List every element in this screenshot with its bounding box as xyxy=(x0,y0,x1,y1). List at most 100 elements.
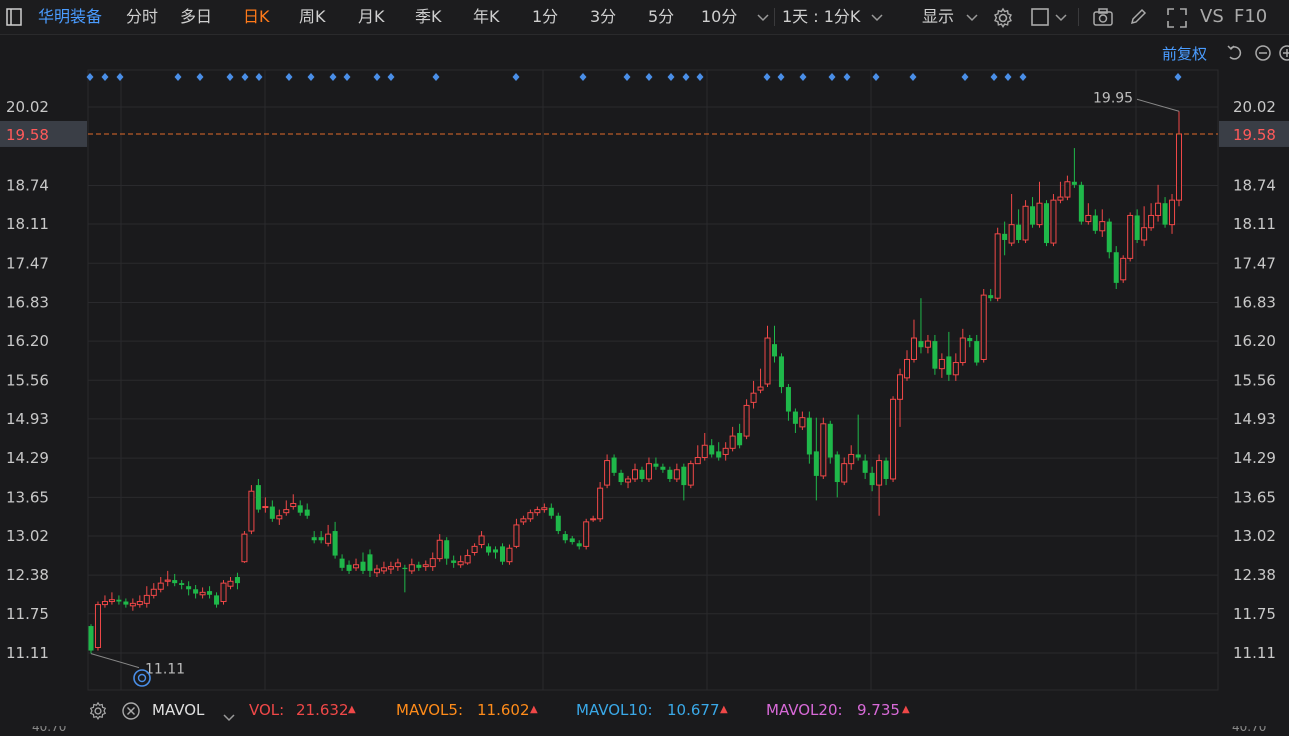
stock-name[interactable]: 华明装备 xyxy=(38,7,103,26)
candle xyxy=(367,549,373,578)
tab-quarterly-k[interactable]: 季K xyxy=(415,7,442,26)
event-marker[interactable] xyxy=(226,73,234,81)
candle xyxy=(1169,194,1176,234)
candle xyxy=(380,561,387,574)
undo-icon[interactable] xyxy=(1226,44,1244,62)
event-marker[interactable] xyxy=(696,73,704,81)
zoom-in-icon[interactable] xyxy=(1278,44,1289,62)
vol-trend-icon: ▲ xyxy=(348,704,356,715)
event-marker[interactable] xyxy=(843,73,851,81)
settings-icon[interactable] xyxy=(88,700,108,721)
event-marker[interactable] xyxy=(777,73,785,81)
gear-icon[interactable] xyxy=(992,7,1012,29)
info-marker-icon[interactable] xyxy=(133,669,151,687)
event-marker[interactable] xyxy=(196,73,204,81)
tab-3min[interactable]: 3分 xyxy=(590,7,617,26)
event-marker[interactable] xyxy=(343,73,351,81)
last-price-label-left: 19.58 xyxy=(6,126,49,144)
chevron-down-icon[interactable] xyxy=(756,10,770,24)
event-marker[interactable] xyxy=(682,73,690,81)
candle xyxy=(855,414,861,461)
event-marker[interactable] xyxy=(872,73,880,81)
candle xyxy=(436,534,443,562)
zoom-out-icon[interactable] xyxy=(1254,44,1272,62)
tab-weekly-k[interactable]: 周K xyxy=(299,7,326,26)
event-marker[interactable] xyxy=(432,73,440,81)
event-marker[interactable] xyxy=(86,73,94,81)
event-marker[interactable] xyxy=(645,73,653,81)
tab-yearly-k[interactable]: 年K xyxy=(473,7,500,26)
chevron-down-icon[interactable] xyxy=(1054,10,1068,24)
interval-selector[interactable]: 1天 : 1分K xyxy=(782,7,861,26)
event-marker[interactable] xyxy=(990,73,998,81)
event-marker[interactable] xyxy=(961,73,969,81)
pencil-icon[interactable] xyxy=(1128,7,1148,27)
candle xyxy=(1134,209,1140,244)
tab-intraday[interactable]: 分时 xyxy=(126,7,159,26)
sidebar-toggle-icon[interactable] xyxy=(6,8,22,26)
tab-daily-k[interactable]: 日K xyxy=(243,7,270,26)
candle xyxy=(527,509,534,522)
y-tick-label-right: 16.83 xyxy=(1233,293,1276,311)
event-marker[interactable] xyxy=(1004,73,1012,81)
candle xyxy=(451,555,457,568)
event-marker[interactable] xyxy=(373,73,381,81)
event-marker[interactable] xyxy=(241,73,249,81)
y-tick-label-left: 11.75 xyxy=(6,605,49,623)
candle xyxy=(1043,200,1049,247)
candle xyxy=(408,558,415,574)
tab-1min[interactable]: 1分 xyxy=(532,7,559,26)
candle xyxy=(1155,184,1162,222)
last-price-label-right: 19.58 xyxy=(1233,126,1276,144)
fullscreen-icon[interactable] xyxy=(1166,7,1187,28)
event-marker[interactable] xyxy=(174,73,182,81)
tab-10min[interactable]: 10分 xyxy=(701,7,738,26)
candle xyxy=(276,509,283,525)
event-marker[interactable] xyxy=(828,73,836,81)
event-marker[interactable] xyxy=(799,73,807,81)
chevron-down-icon[interactable] xyxy=(222,704,236,722)
candle xyxy=(918,298,924,354)
tab-5min[interactable]: 5分 xyxy=(648,7,675,26)
event-marker[interactable] xyxy=(329,73,337,81)
event-marker[interactable] xyxy=(307,73,315,81)
candle xyxy=(974,334,980,366)
candle xyxy=(1016,209,1022,244)
close-icon[interactable] xyxy=(121,700,141,720)
candle xyxy=(394,558,401,571)
checkbox-icon[interactable] xyxy=(1030,7,1050,27)
chevron-down-icon[interactable] xyxy=(870,10,884,24)
compare-button[interactable]: VS xyxy=(1200,6,1224,27)
adjustment-toggle[interactable]: 前复权 xyxy=(1161,45,1207,63)
event-marker[interactable] xyxy=(116,73,124,81)
divider xyxy=(774,8,775,26)
event-marker[interactable] xyxy=(579,73,587,81)
candle xyxy=(157,577,164,593)
event-marker[interactable] xyxy=(667,73,675,81)
camera-icon[interactable] xyxy=(1092,7,1113,27)
event-marker[interactable] xyxy=(512,73,520,81)
event-marker[interactable] xyxy=(255,73,263,81)
tab-multi-day[interactable]: 多日 xyxy=(180,7,213,26)
event-marker[interactable] xyxy=(1174,73,1182,81)
candle xyxy=(1008,194,1015,247)
event-marker[interactable] xyxy=(763,73,771,81)
candle xyxy=(645,457,652,483)
candle xyxy=(722,442,729,461)
tab-monthly-k[interactable]: 月K xyxy=(358,7,385,26)
y-tick-label-left: 12.38 xyxy=(6,566,49,584)
y-tick-label-left: 11.11 xyxy=(6,644,49,662)
y-tick-label-right: 17.47 xyxy=(1233,254,1276,272)
event-marker[interactable] xyxy=(909,73,917,81)
display-menu[interactable]: 显示 xyxy=(922,7,955,26)
event-marker[interactable] xyxy=(623,73,631,81)
indicator-selector[interactable]: MAVOL xyxy=(152,701,205,719)
event-marker[interactable] xyxy=(1019,73,1027,81)
event-marker[interactable] xyxy=(387,73,395,81)
event-marker[interactable] xyxy=(285,73,293,81)
f10-button[interactable]: F10 xyxy=(1234,6,1268,27)
event-marker[interactable] xyxy=(101,73,109,81)
chevron-down-icon[interactable] xyxy=(965,10,979,24)
candle xyxy=(1106,218,1112,259)
